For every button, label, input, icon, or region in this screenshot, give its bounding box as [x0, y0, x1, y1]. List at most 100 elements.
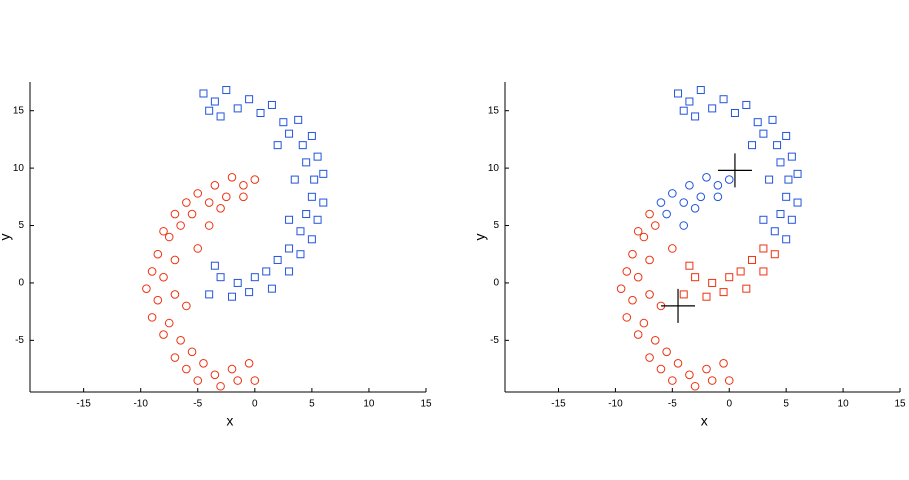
- point: [273, 141, 282, 150]
- point: [296, 227, 305, 236]
- y-tick-label: 10: [488, 163, 500, 174]
- center-marker: [661, 288, 696, 323]
- point: [724, 175, 734, 184]
- point: [273, 255, 282, 264]
- point: [690, 203, 700, 213]
- point: [668, 376, 677, 385]
- point: [685, 261, 694, 270]
- x-tick-label: 5: [309, 399, 315, 410]
- point: [639, 318, 649, 328]
- x-tick-label: -10: [133, 399, 148, 410]
- point: [250, 175, 260, 184]
- point: [713, 181, 723, 190]
- point: [776, 158, 785, 167]
- point: [159, 330, 168, 339]
- point: [691, 112, 700, 121]
- y-tick-label: 10: [13, 163, 25, 174]
- point: [719, 288, 728, 297]
- x-axis-label: x: [226, 413, 233, 429]
- x-tick-label: -15: [76, 399, 91, 410]
- point: [285, 244, 294, 253]
- point: [245, 288, 254, 297]
- point: [679, 106, 688, 115]
- point: [176, 336, 185, 345]
- point: [262, 267, 271, 276]
- point: [313, 215, 322, 224]
- point: [773, 141, 782, 150]
- y-tick-label: 5: [493, 220, 499, 231]
- point: [782, 131, 791, 140]
- point: [245, 95, 254, 104]
- point: [210, 261, 219, 270]
- center-marker: [717, 153, 752, 188]
- y-tick-label: 0: [493, 278, 499, 289]
- point: [708, 104, 717, 113]
- point: [759, 215, 768, 224]
- point: [302, 158, 311, 167]
- point: [645, 290, 654, 299]
- point: [233, 104, 242, 113]
- point: [227, 172, 237, 182]
- point: [708, 278, 717, 287]
- point: [216, 203, 225, 213]
- point: [147, 267, 157, 276]
- point: [633, 330, 643, 339]
- x-tick-label: 10: [838, 399, 850, 410]
- point: [205, 106, 214, 115]
- point: [164, 318, 174, 328]
- point: [193, 244, 203, 253]
- point: [691, 273, 700, 282]
- point: [685, 181, 694, 190]
- point: [267, 100, 276, 109]
- point: [159, 226, 168, 236]
- point: [233, 278, 242, 287]
- point: [662, 347, 671, 357]
- point: [616, 284, 626, 293]
- point: [182, 364, 191, 374]
- point: [170, 353, 180, 362]
- point: [765, 175, 774, 184]
- point: [702, 292, 711, 301]
- point: [622, 313, 632, 322]
- point: [250, 273, 259, 282]
- point: [187, 347, 197, 357]
- point: [205, 290, 214, 299]
- x-tick-label: 0: [726, 399, 732, 410]
- point: [782, 235, 791, 244]
- point: [770, 250, 779, 259]
- point: [679, 198, 689, 207]
- x-tick-label: 10: [363, 399, 375, 410]
- point: [748, 141, 757, 150]
- point: [748, 255, 757, 264]
- y-axis-label: y: [0, 234, 13, 241]
- point: [656, 198, 666, 207]
- point: [645, 353, 654, 362]
- point: [685, 97, 694, 106]
- point: [204, 198, 214, 207]
- point: [784, 175, 793, 184]
- point: [182, 301, 191, 311]
- point: [725, 273, 734, 282]
- point: [233, 376, 243, 385]
- point: [768, 115, 777, 124]
- point: [302, 210, 311, 219]
- point: [142, 284, 151, 293]
- point: [650, 336, 660, 345]
- point: [298, 141, 307, 150]
- point: [244, 358, 254, 368]
- point: [307, 235, 316, 244]
- point: [787, 152, 796, 161]
- x-tick-label: 15: [894, 399, 906, 410]
- point: [294, 115, 303, 124]
- point: [673, 358, 683, 368]
- point: [159, 272, 168, 282]
- point: [296, 250, 305, 259]
- point: [239, 192, 248, 202]
- point: [153, 295, 163, 305]
- x-tick-label: 5: [783, 399, 789, 410]
- point: [776, 210, 785, 219]
- point: [267, 284, 276, 293]
- point: [210, 181, 220, 190]
- point: [639, 232, 649, 242]
